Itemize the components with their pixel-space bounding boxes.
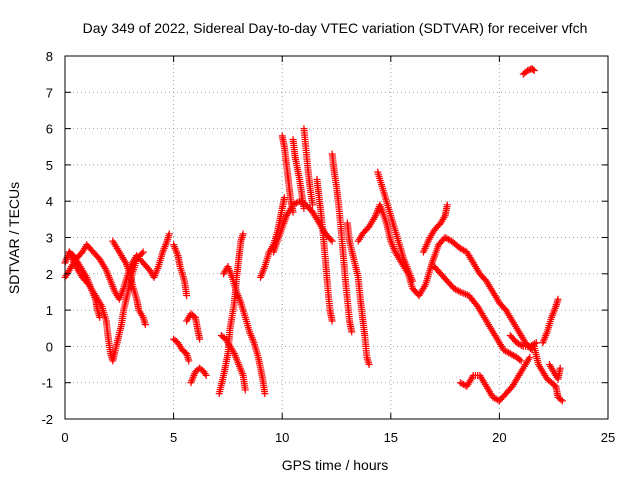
- data-point: [348, 328, 356, 336]
- data-point: [185, 357, 193, 365]
- series-track-08: [183, 310, 204, 343]
- series-track-19: [343, 219, 373, 369]
- data-point: [516, 356, 524, 364]
- y-tick-label: 2: [46, 267, 53, 282]
- data-point: [558, 397, 566, 405]
- series-track-24: [456, 353, 534, 405]
- series-track-04: [109, 237, 149, 329]
- data-point: [409, 277, 417, 285]
- series-track-29: [519, 65, 538, 78]
- series-track-03: [65, 248, 147, 365]
- y-tick-label: -1: [41, 376, 53, 391]
- series-track-11: [217, 332, 249, 394]
- series-track-10: [220, 263, 269, 398]
- series-track-20: [354, 201, 536, 354]
- series-track-26: [530, 342, 566, 405]
- series-track-18: [328, 150, 356, 336]
- data-point: [183, 292, 191, 300]
- data-point: [139, 248, 147, 256]
- series-track-17: [313, 175, 336, 325]
- data-point: [516, 341, 524, 349]
- data-point: [455, 287, 463, 295]
- y-tick-label: 4: [46, 194, 53, 209]
- y-tick-label: 7: [46, 85, 53, 100]
- data-point: [554, 295, 562, 303]
- y-tick-label: 1: [46, 303, 53, 318]
- data-point: [141, 321, 149, 329]
- data-point: [196, 335, 204, 343]
- data-point: [518, 341, 526, 349]
- series-track-06: [170, 335, 193, 365]
- data-point: [138, 249, 146, 257]
- data-point: [165, 230, 173, 238]
- grid-lines: [65, 56, 608, 419]
- data-point: [202, 371, 210, 379]
- series-track-28: [545, 361, 564, 383]
- data-point: [327, 236, 335, 244]
- chart-title: Day 349 of 2022, Sidereal Day-to-day VTE…: [83, 20, 588, 36]
- data-point: [328, 317, 336, 325]
- x-axis-ticks: 0 5 10 15 20 25: [61, 56, 615, 445]
- data-point: [532, 339, 540, 347]
- series-track-27: [539, 295, 562, 347]
- series-track-07: [187, 364, 210, 387]
- series-track-23: [430, 263, 525, 365]
- data-point: [556, 364, 564, 372]
- data-points: [61, 65, 566, 405]
- data-point: [530, 67, 538, 75]
- x-tick-label: 15: [384, 430, 398, 445]
- series-track-22: [419, 201, 451, 256]
- x-axis-label: GPS time / hours: [282, 457, 389, 473]
- data-point: [239, 230, 247, 238]
- series-track-14: [289, 135, 308, 212]
- data-point: [241, 386, 249, 394]
- y-tick-label: 8: [46, 49, 53, 64]
- data-point: [280, 194, 288, 202]
- data-point: [443, 201, 451, 209]
- x-tick-label: 20: [492, 430, 506, 445]
- data-point: [309, 201, 317, 209]
- data-point: [365, 361, 373, 369]
- series-track-05: [170, 241, 191, 300]
- data-point: [529, 66, 537, 74]
- data-point: [328, 237, 336, 245]
- series-track-02: [61, 230, 173, 303]
- y-axis-ticks: -2 -1 0 1 2 3 4 5 6 7 8: [41, 49, 608, 427]
- data-point: [292, 199, 300, 207]
- series-track-15: [300, 125, 317, 209]
- x-tick-label: 5: [170, 430, 177, 445]
- y-axis-label: SDTVAR / TECUs: [6, 182, 22, 294]
- y-tick-label: -2: [41, 412, 53, 427]
- x-tick-label: 10: [275, 430, 289, 445]
- y-tick-label: 0: [46, 339, 53, 354]
- data-point: [526, 353, 534, 361]
- data-point: [517, 357, 525, 365]
- data-point: [557, 396, 565, 404]
- x-tick-label: 25: [601, 430, 615, 445]
- y-tick-label: 5: [46, 158, 53, 173]
- data-point: [261, 390, 269, 398]
- series-track-21: [374, 168, 417, 285]
- y-tick-label: 6: [46, 122, 53, 137]
- x-tick-label: 0: [61, 430, 68, 445]
- y-tick-label: 3: [46, 231, 53, 246]
